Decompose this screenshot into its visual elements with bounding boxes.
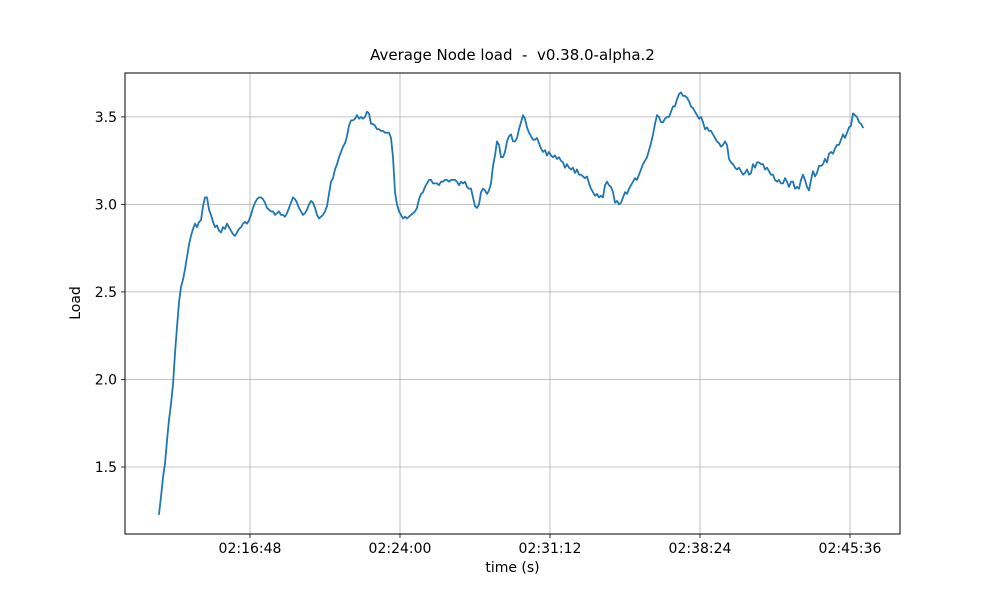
x-tick-label: 02:45:36 xyxy=(819,541,882,557)
chart-title: Average Node load - v0.38.0-alpha.2 xyxy=(370,46,655,64)
x-tick-label: 02:38:24 xyxy=(669,541,732,557)
grid-layer xyxy=(125,73,900,534)
y-tick-label: 3.0 xyxy=(95,197,117,213)
y-tick-label: 2.0 xyxy=(95,373,117,389)
x-tick-label: 02:31:12 xyxy=(519,541,582,557)
load-line-average-node-load xyxy=(158,91,864,516)
y-axis-label-text: Load xyxy=(68,286,84,320)
y-tick-label: 3.5 xyxy=(95,110,117,126)
series-layer xyxy=(158,91,864,516)
tick-layer xyxy=(121,116,851,538)
x-axis-label: time (s) xyxy=(485,560,540,576)
tick-label-layer: 02:16:48 02:24:00 02:31:12 02:38:24 02:45:36… xyxy=(95,110,882,557)
y-tick-label: 2.5 xyxy=(95,285,117,301)
plot-border xyxy=(124,72,901,535)
x-tick-label: 02:24:00 xyxy=(369,541,432,557)
x-tick-label: 02:16:48 xyxy=(219,541,282,557)
y-tick-label: 1.5 xyxy=(95,460,117,476)
